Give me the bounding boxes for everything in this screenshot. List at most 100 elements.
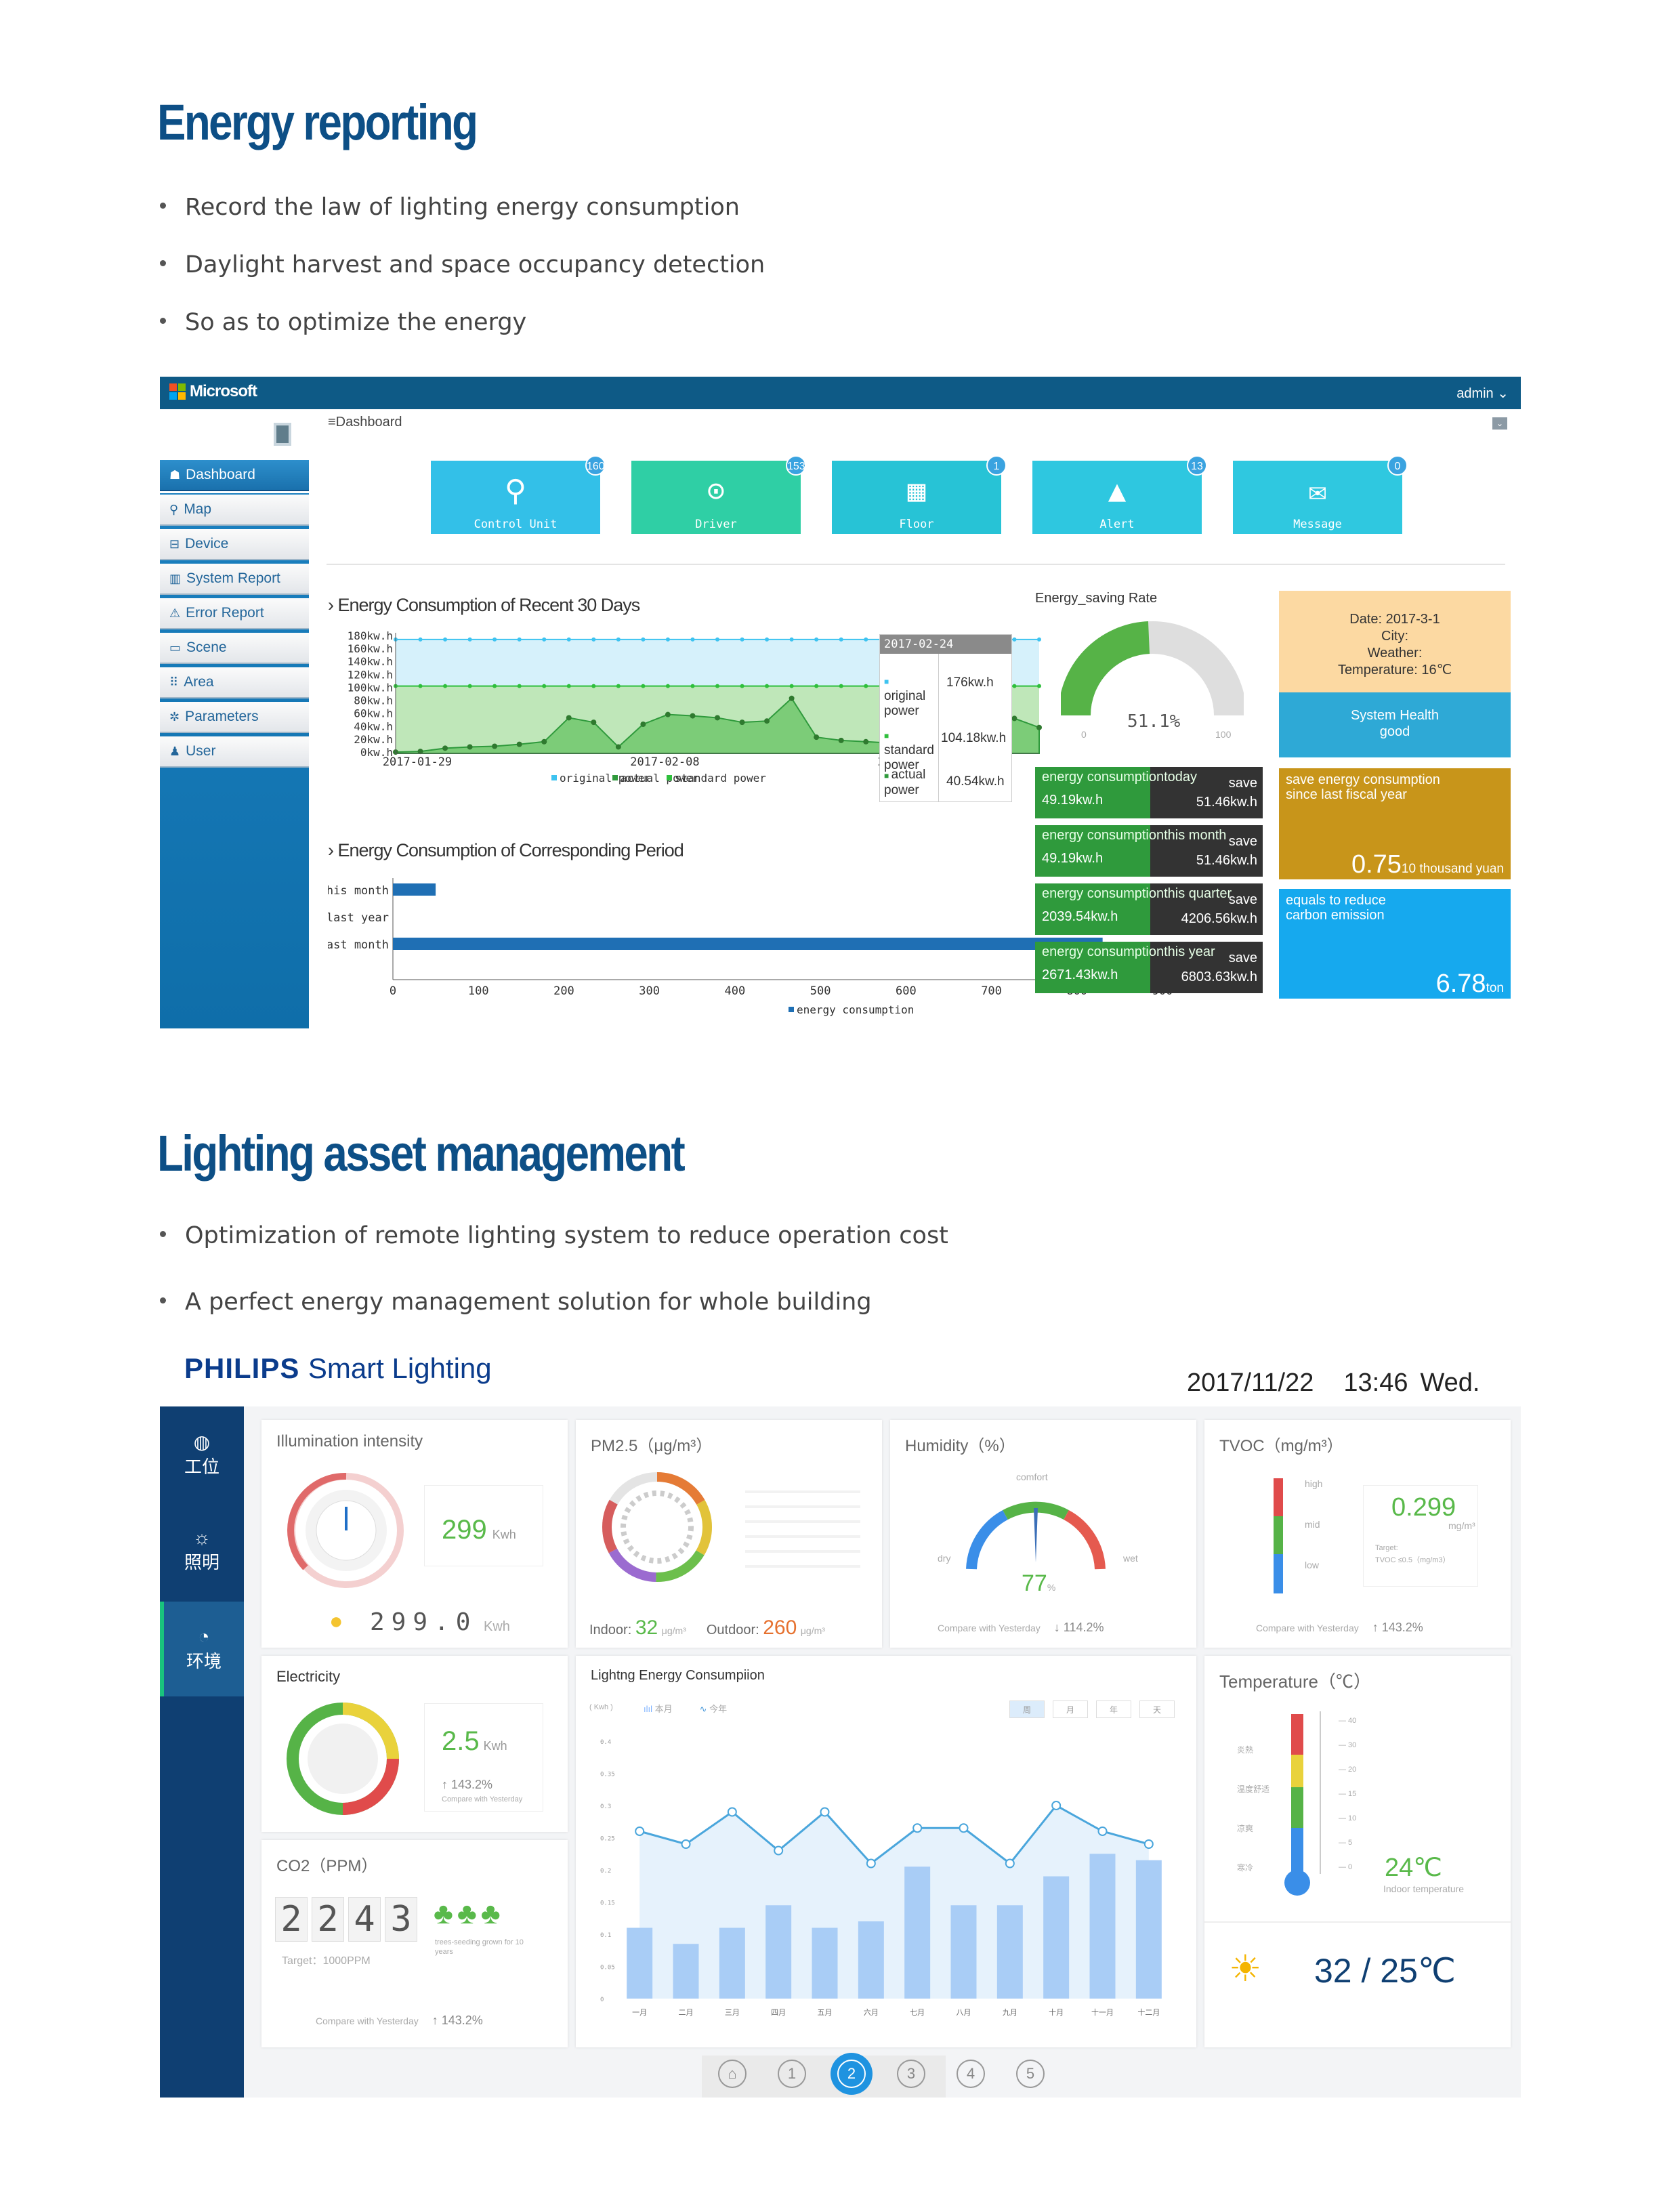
page-button-5[interactable]: 5 <box>1016 2060 1045 2088</box>
tile-label: Floor <box>899 518 934 531</box>
humidity-gauge <box>966 1501 1106 1570</box>
illumination-dial <box>287 1472 404 1588</box>
divider <box>327 564 1505 565</box>
legend-swatch <box>667 775 672 780</box>
page-button-1[interactable]: 1 <box>778 2060 806 2088</box>
collapse-icon[interactable]: ⌄ <box>1492 417 1507 430</box>
data-point <box>715 684 719 688</box>
sidebar-item-area[interactable]: ⠿ Area <box>160 667 309 698</box>
tab-3[interactable]: 天 <box>1139 1700 1175 1718</box>
data-point <box>541 738 547 745</box>
chart-tooltip: 2017-02-24 ■ original power 176kw.h ■ stan… <box>879 634 1012 802</box>
tile-driver[interactable]: 153 ⊙ Driver <box>631 455 806 534</box>
category-label: this month <box>328 884 389 898</box>
data-point <box>789 684 794 688</box>
scale-tick: — 5 <box>1339 1839 1353 1847</box>
data-point <box>615 744 621 750</box>
tile-label: Alert <box>1099 518 1135 531</box>
x-tick-label: 2017-01-29 <box>383 755 452 769</box>
co2-digit: 2 <box>312 1897 344 1942</box>
y-tick-label: 40kw.h <box>354 720 393 733</box>
tvoc-box <box>1363 1485 1478 1587</box>
tile-message[interactable]: 0 ✉ Message <box>1233 455 1408 534</box>
legend-swatch <box>789 1007 794 1012</box>
lamp-icon: ◍ <box>193 1432 211 1453</box>
data-point <box>591 684 596 688</box>
data-point <box>665 637 670 642</box>
section-title-asset: Lighting asset management <box>157 1125 686 1182</box>
bell-icon: ▲ <box>1108 474 1127 508</box>
tab-1[interactable]: 月 <box>1053 1700 1088 1718</box>
scale-tick: — 20 <box>1339 1766 1357 1774</box>
sidebar-item-device[interactable]: ⊟ Device <box>160 529 309 560</box>
pm-outdoor-value: 260 <box>763 1616 797 1639</box>
data-point <box>740 684 744 688</box>
data-point <box>912 1823 923 1833</box>
user-icon: ♟ <box>169 745 181 758</box>
sidebar-item-scene[interactable]: ▭ Scene <box>160 633 309 664</box>
elec-value: 2.5 <box>442 1726 480 1756</box>
tile-control-unit[interactable]: 160 ⚲ Control Unit <box>431 455 606 534</box>
temp-range-label: 凉爽 <box>1237 1824 1254 1833</box>
tile-floor[interactable]: 1 ▦ Floor <box>832 455 1007 534</box>
bar <box>950 1905 977 1999</box>
y-tick-label: 0 <box>600 1997 604 2003</box>
co2-digit: 4 <box>348 1897 381 1942</box>
sidebar-toggle-icon[interactable] <box>274 423 291 446</box>
nav-item-workstation[interactable]: ◍ 工位 <box>160 1406 244 1501</box>
illumination-card: Illumination intensity 299 Kwh ● 299.0 Kw… <box>261 1420 568 1648</box>
bulb-icon: ● <box>329 1608 343 1634</box>
page-button-0[interactable]: ⌂ <box>718 2060 747 2088</box>
gauge-min: 0 <box>1081 729 1087 740</box>
dashboard-icon: ☗ <box>169 468 181 482</box>
tab-2[interactable]: 年 <box>1096 1700 1131 1718</box>
side-nav <box>160 1406 244 2098</box>
bar <box>858 1921 884 1999</box>
data-point <box>641 637 646 642</box>
tile-label: Message <box>1293 518 1342 531</box>
data-point <box>690 713 696 719</box>
x-tick-label: 十二月 <box>1137 2007 1160 2017</box>
sidebar-item-error-report[interactable]: ⚠ Error Report <box>160 598 309 629</box>
x-tick-label: 200 <box>553 984 574 998</box>
tile-alert[interactable]: 13 ▲ Alert <box>1032 455 1207 534</box>
header <box>160 1332 1521 1406</box>
user-menu[interactable]: admin ⌄ <box>1456 386 1509 401</box>
data-point <box>764 718 770 724</box>
sidebar-item-user[interactable]: ♟ User <box>160 736 309 768</box>
brand-logo: PHILIPS Smart Lighting <box>184 1352 492 1384</box>
x-tick-label: 四月 <box>771 2008 786 2017</box>
bar <box>393 938 1103 950</box>
sidebar-item-system-report[interactable]: ▥ System Report <box>160 564 309 595</box>
data-point <box>517 637 522 642</box>
page-button-3[interactable]: 3 <box>897 2060 925 2088</box>
menu-icon: ≡ <box>328 415 336 430</box>
page-button-2[interactable]: 2 <box>837 2060 866 2088</box>
system-health-card: System Health good <box>1279 692 1511 757</box>
bar <box>812 1927 838 1999</box>
data-point <box>866 1858 876 1869</box>
energy-saving-gauge <box>1061 621 1244 716</box>
data-point <box>863 738 869 745</box>
nav-item-lighting[interactable]: ☼ 照明 <box>160 1503 244 1598</box>
gear-icon: ✲ <box>169 710 180 724</box>
tooltip-date: 2017-02-24 <box>880 635 1011 654</box>
tab-0[interactable]: 周 <box>1009 1700 1045 1718</box>
page-button-4[interactable]: 4 <box>957 2060 985 2088</box>
sidebar-item-parameters[interactable]: ✲ Parameters <box>160 702 309 733</box>
y-tick-label: 60kw.h <box>354 707 393 720</box>
data-point <box>789 695 795 701</box>
data-point <box>839 684 843 688</box>
legend-label: energy consumption <box>797 1003 914 1016</box>
energy-stat-0: 49.19kw.h save 51.46kw.h energy consumption… <box>1035 767 1263 818</box>
microsoft-logo-icon <box>169 383 186 400</box>
sidebar-item-dashboard[interactable]: ☗ Dashboard <box>160 460 309 491</box>
sidebar-item-map[interactable]: ⚲ Map <box>160 495 309 526</box>
chart2-title: › Energy Consumption of Corresponding Pe… <box>328 840 684 860</box>
pm25-card: PM2.5（μg/m³） Indoor: 32 μg/m³ Outdoor: 26… <box>576 1420 882 1648</box>
data-point <box>616 637 621 642</box>
nav-item-environment[interactable]: ◔ 环境 <box>160 1602 244 1696</box>
bullet-item: A perfect energy management solution for… <box>160 1289 872 1316</box>
data-point <box>959 1823 969 1833</box>
